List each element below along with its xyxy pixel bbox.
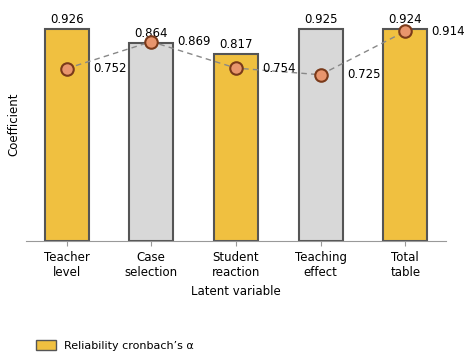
Bar (383, 29, 427, 241)
Text: 0.817: 0.817 (219, 38, 253, 51)
Text: 0.924: 0.924 (389, 13, 422, 26)
Bar (129, 43, 173, 241)
Bar (45, 28, 89, 241)
Bar (214, 54, 258, 241)
Text: 0.914: 0.914 (431, 25, 465, 38)
Bar (299, 29, 343, 241)
Text: 0.926: 0.926 (50, 13, 83, 26)
Text: 0.752: 0.752 (93, 62, 127, 75)
Legend: Reliability cronbach’s α, Validity KMO and Bartlett’s test: Reliability cronbach’s α, Validity KMO a… (31, 336, 244, 355)
Text: 0.869: 0.869 (178, 35, 211, 48)
Text: 0.864: 0.864 (135, 27, 168, 40)
Text: 0.754: 0.754 (262, 61, 296, 75)
Text: 0.925: 0.925 (304, 13, 337, 26)
Y-axis label: Coefficient: Coefficient (7, 92, 20, 156)
Text: 0.725: 0.725 (347, 68, 380, 81)
X-axis label: Latent variable: Latent variable (191, 285, 281, 298)
